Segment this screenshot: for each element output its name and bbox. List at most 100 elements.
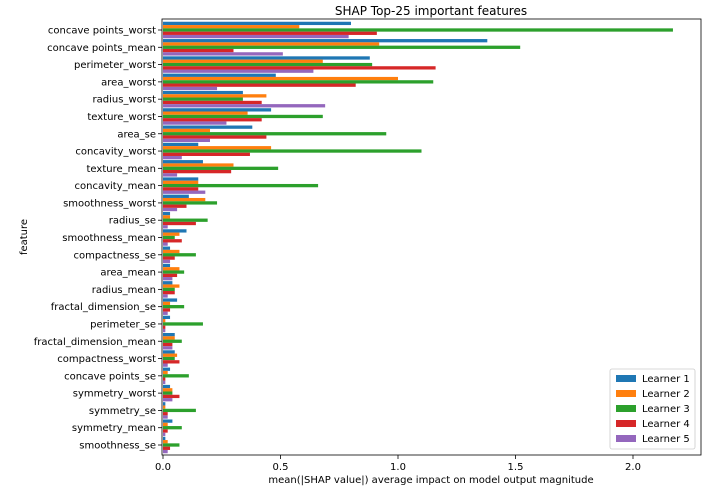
bar-3-2 (163, 45, 521, 49)
y-tick-label: area_worst (101, 77, 156, 88)
x-tick-label: 0.0 (155, 462, 171, 473)
y-tick-label: fractal_dimension_mean (34, 337, 156, 348)
bar-3-8 (163, 149, 422, 153)
legend-label-3: Learner 3 (642, 404, 690, 415)
bar-3-19 (163, 339, 182, 343)
bar-5-15 (163, 277, 173, 281)
bar-2-3 (163, 59, 323, 63)
bar-2-16 (163, 284, 180, 288)
bar-4-15 (163, 273, 178, 278)
x-tick-label: 1.0 (390, 462, 406, 473)
y-tick-label: radius_mean (92, 285, 156, 296)
bar-4-16 (163, 291, 175, 295)
bar-2-22 (163, 388, 173, 392)
y-tick-label: area_se (117, 129, 156, 140)
bar-3-14 (163, 253, 196, 257)
bar-5-11 (163, 207, 178, 212)
bar-1-10 (163, 177, 199, 181)
bar-3-9 (163, 166, 279, 170)
bar-5-3 (163, 69, 314, 73)
bar-4-11 (163, 204, 187, 208)
bar-5-21 (163, 380, 166, 385)
bar-3-17 (163, 305, 185, 309)
bar-2-2 (163, 42, 380, 46)
legend: Learner 1 Learner 2 Learner 3 Learner 4 Lear… (609, 368, 696, 450)
bar-1-3 (163, 56, 370, 60)
bar-1-17 (163, 298, 178, 302)
bar-1-2 (163, 39, 488, 43)
bar-3-6 (163, 114, 323, 119)
bar-2-23 (163, 405, 166, 409)
x-axis-label: mean(|SHAP value|) average impact on mod… (268, 475, 593, 486)
chart-title: SHAP Top-25 important features (335, 4, 527, 18)
bar-2-10 (163, 180, 199, 184)
y-axis-label: feature (19, 219, 30, 255)
bar-5-8 (163, 155, 182, 160)
bar-4-20 (163, 360, 180, 364)
bar-4-14 (163, 256, 175, 260)
bar-5-24 (163, 432, 166, 436)
bar-1-18 (163, 315, 171, 320)
y-tick-label: smoothness_mean (62, 233, 156, 244)
bar-2-20 (163, 353, 178, 357)
bar-3-16 (163, 287, 175, 292)
bar-4-9 (163, 169, 232, 174)
bar-5-9 (163, 173, 178, 177)
bar-3-20 (163, 356, 175, 361)
y-tick-label: perimeter_worst (74, 60, 156, 71)
bar-2-8 (163, 146, 272, 150)
bar-2-14 (163, 249, 180, 254)
bar-3-23 (163, 408, 196, 413)
bar-4-10 (163, 187, 199, 191)
bar-1-14 (163, 246, 171, 250)
y-tick-label: compactness_se (73, 250, 156, 261)
bar-3-22 (163, 391, 173, 395)
bar-2-24 (163, 422, 168, 427)
bar-1-11 (163, 194, 189, 198)
legend-box (609, 368, 696, 450)
y-tick-label: concave points_mean (47, 43, 156, 54)
bar-3-12 (163, 218, 208, 222)
bar-4-25 (163, 446, 171, 450)
bar-1-23 (163, 402, 166, 406)
bar-5-16 (163, 294, 168, 298)
bar-2-18 (163, 319, 166, 323)
y-tick-label: radius_se (109, 216, 156, 227)
bar-4-13 (163, 239, 182, 243)
bar-3-11 (163, 201, 218, 205)
bar-1-13 (163, 229, 187, 233)
bar-4-18 (163, 325, 166, 329)
y-tick-label: smoothness_worst (63, 198, 156, 209)
legend-swatch-5 (616, 435, 636, 442)
legend-swatch-2 (616, 390, 636, 397)
bar-3-15 (163, 270, 185, 274)
bar-4-12 (163, 221, 196, 226)
bar-3-25 (163, 443, 180, 447)
y-tick-label: texture_mean (87, 164, 156, 175)
bar-5-1 (163, 34, 349, 39)
y-tick-label: symmetry_worst (73, 389, 156, 400)
y-tick-label: smoothness_se (79, 441, 156, 452)
x-tick-label: 1.5 (508, 462, 524, 473)
bar-1-1 (163, 21, 351, 26)
bar-5-7 (163, 138, 210, 142)
bar-5-12 (163, 225, 168, 229)
y-tick-label: concavity_worst (75, 147, 156, 158)
bar-3-3 (163, 62, 373, 67)
bar-3-5 (163, 97, 243, 101)
bar-5-10 (163, 190, 206, 194)
bar-2-13 (163, 232, 180, 236)
bar-4-7 (163, 135, 267, 139)
bar-4-4 (163, 83, 356, 87)
bar-5-18 (163, 328, 166, 333)
bar-4-19 (163, 342, 173, 347)
bar-3-4 (163, 80, 434, 84)
bar-1-12 (163, 211, 171, 216)
bar-2-1 (163, 25, 300, 29)
bar-2-19 (163, 336, 175, 340)
bar-1-19 (163, 333, 175, 337)
legend-swatch-4 (616, 420, 636, 427)
bar-2-25 (163, 440, 168, 444)
